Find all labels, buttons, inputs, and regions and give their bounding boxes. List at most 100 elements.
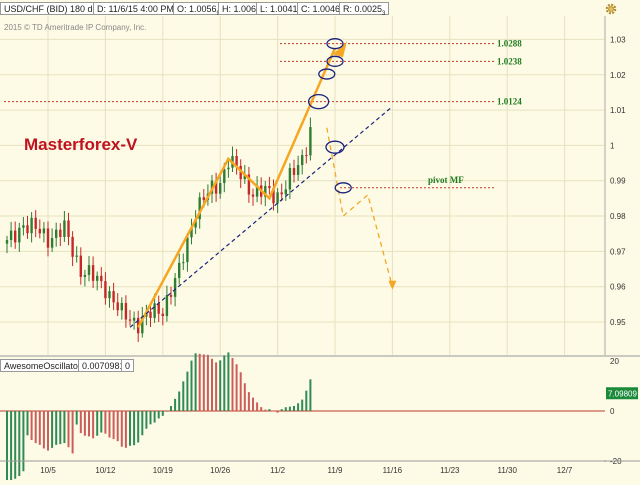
oscillator-bar	[223, 355, 226, 411]
highlight-circle-1	[326, 55, 344, 67]
candle-body	[165, 295, 169, 317]
oscillator-bar	[38, 411, 41, 445]
candle-body	[255, 185, 259, 197]
oscillator-bar	[256, 402, 259, 411]
candle-body	[141, 316, 144, 334]
candle-body	[161, 313, 164, 317]
oscillator-bar	[288, 406, 291, 411]
candle-body	[214, 180, 218, 194]
range-sub: 3	[382, 10, 386, 17]
oscillator-bar	[198, 353, 201, 411]
candle-body	[112, 291, 115, 303]
candle-body	[243, 174, 246, 180]
candle-body	[26, 225, 29, 234]
date-axis: 10/5 10/12 10/19 10/26 11/2 11/9 11/16 11/23 11/…	[0, 460, 640, 475]
oscillator-bar	[309, 379, 312, 411]
oscillator-bar	[227, 352, 230, 411]
candle-body	[67, 220, 70, 237]
date-tick-label: 11/23	[440, 466, 460, 475]
support-trendline	[129, 106, 393, 328]
oscillator-bar	[202, 354, 205, 411]
oscillator-bar	[186, 371, 189, 411]
candle-body	[132, 317, 136, 321]
price-tick-label: 0.97	[610, 247, 626, 256]
oscillator-bar	[108, 411, 111, 438]
price-tick-label: 1.03	[610, 35, 626, 44]
candle-body	[296, 165, 300, 175]
high-value: H: 1.0066	[222, 4, 262, 14]
highlight-circle-3	[307, 93, 330, 110]
candle-body	[227, 167, 230, 170]
trend-lines	[129, 38, 397, 328]
candle-body	[38, 228, 41, 234]
oscillator-bar	[71, 411, 74, 454]
level-label-2: 1.0124	[497, 97, 522, 107]
open-value: O: 1.0056	[177, 4, 217, 14]
candle-body	[247, 174, 251, 195]
fibonacci-levels: 1.0288 1.0238 1.0124 pivot MF	[4, 39, 522, 189]
oscillator-bar	[239, 372, 242, 411]
awesome-oscillator-panel: 200-207.09809	[0, 352, 640, 485]
date-tick-label: 10/5	[40, 466, 56, 475]
price-tick-label: 1	[610, 141, 615, 150]
oscillator-name[interactable]: AwesomeOscillator	[0, 359, 85, 372]
candle-body	[173, 278, 177, 297]
oscillator-bar	[301, 399, 304, 411]
candle-body	[22, 225, 25, 228]
open-label: O: 1.00569	[173, 2, 224, 17]
oscillator-bar	[231, 358, 234, 411]
candle-body	[169, 295, 173, 297]
oscillator-bar	[272, 410, 275, 412]
candle-body	[104, 281, 107, 299]
oscillator-bar	[88, 411, 90, 437]
oscillator-bar	[182, 381, 185, 411]
candle-body	[14, 230, 17, 243]
candle-body	[120, 302, 123, 311]
oscillator-bar	[260, 407, 263, 411]
candle-body	[71, 236, 74, 257]
oscillator-bar	[243, 383, 246, 411]
candle-body	[190, 227, 193, 238]
oscillator-bar	[165, 411, 168, 412]
highlight-circle-0	[326, 38, 344, 50]
highlight-circle-4	[325, 140, 345, 154]
candle-body	[34, 217, 37, 229]
candle-body	[46, 228, 50, 248]
oscillator-bar	[161, 411, 164, 416]
candle-body	[79, 255, 82, 277]
oscillator-bar	[206, 354, 209, 411]
highlight-circle-5	[334, 182, 352, 194]
oscillator-bar	[30, 411, 33, 441]
oscillator-bar	[63, 411, 66, 444]
candle-body	[100, 275, 103, 282]
symbol-label[interactable]: USD/CHF (BID) 180 d 4h	[0, 2, 110, 15]
oscillator-value: 0.0070981	[78, 359, 129, 372]
date-tick-label: 10/12	[95, 466, 116, 475]
oscillator-bar	[67, 411, 70, 448]
candle-body	[153, 303, 156, 318]
level-label-0: 1.0288	[497, 39, 522, 49]
candle-body	[108, 291, 111, 299]
candle-body	[18, 227, 21, 243]
candle-body	[55, 229, 58, 238]
date-tick-label: 10/26	[210, 466, 231, 475]
wave-polyline	[137, 47, 337, 328]
oscillator-bar	[26, 411, 29, 436]
candle-body	[272, 188, 275, 204]
candle-body	[157, 303, 160, 314]
candle-body	[280, 192, 283, 195]
oscillator-bar	[120, 411, 123, 447]
oscillator-bar	[247, 392, 250, 411]
oscillator-bar	[280, 409, 283, 411]
copyright-text: 2015 © TD Ameritrade IP Company, Inc.	[4, 23, 146, 32]
candle-body	[128, 319, 132, 321]
gear-icon[interactable]	[604, 2, 618, 16]
price-tick-label: 1.01	[610, 106, 626, 115]
date-tick-label: 11/16	[383, 466, 403, 475]
oscillator-bar	[100, 411, 103, 433]
candle-body	[87, 265, 91, 275]
candle-body	[186, 237, 189, 263]
candle-body	[239, 165, 242, 180]
candle-body	[91, 265, 95, 281]
oscillator-value-badge	[606, 387, 638, 400]
